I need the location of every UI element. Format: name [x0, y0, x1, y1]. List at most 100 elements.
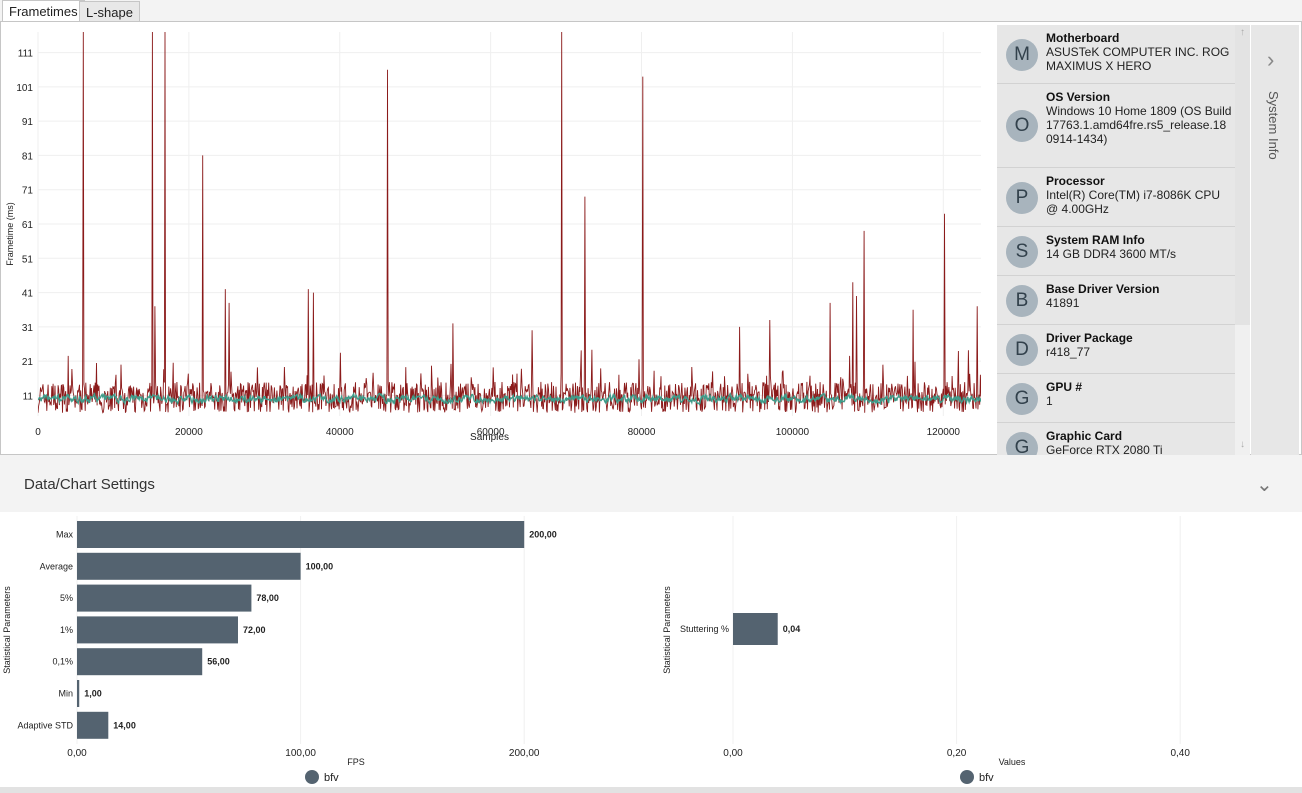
- system-info-value: 14 GB DDR4 3600 MT/s: [1046, 247, 1177, 261]
- y-tick-label: 101: [16, 83, 33, 94]
- avatar: B: [1006, 285, 1038, 317]
- y-axis-label: Statistical Parameters: [2, 586, 12, 674]
- system-info-list: M Motherboard ASUSTeK COMPUTER INC. ROG MA…: [997, 25, 1235, 455]
- system-info-title: System RAM Info: [1046, 233, 1145, 247]
- category-label: Average: [40, 561, 73, 571]
- settings-title: Data/Chart Settings: [24, 476, 155, 493]
- bottom-strip: [0, 787, 1302, 793]
- stat-bar: [77, 711, 109, 739]
- system-info-title: Processor: [1046, 174, 1105, 188]
- x-tick-label: 200,00: [509, 748, 540, 759]
- y-axis-label: Frametime (ms): [5, 202, 15, 266]
- category-label: Stuttering %: [680, 624, 729, 634]
- legend-marker[interactable]: [305, 770, 319, 784]
- avatar: O: [1006, 110, 1038, 142]
- y-tick-label: 91: [22, 117, 34, 128]
- x-tick-label: 20000: [175, 427, 203, 438]
- avatar: G: [1006, 383, 1038, 415]
- x-axis-label: Samples: [470, 432, 509, 443]
- legend-label[interactable]: bfv: [324, 772, 339, 784]
- y-tick-label: 21: [22, 357, 34, 368]
- system-info-value: 1: [1046, 394, 1053, 408]
- frametime-chart: 0 20000 40000 60000 80000 100000 120000 11 21 31 4…: [5, 32, 981, 443]
- x-axis-label: Values: [999, 757, 1026, 767]
- y-tick-label: 111: [18, 49, 34, 60]
- x-tick-label: 0,00: [67, 748, 87, 759]
- x-tick-label: 0: [35, 427, 41, 438]
- tab-frametimes[interactable]: Frametimes: [2, 0, 85, 22]
- stat-bar: [733, 613, 778, 645]
- system-info-item: D Driver Package r418_77: [997, 325, 1235, 374]
- category-label: 5%: [60, 593, 73, 603]
- bar-value-label: 100,00: [306, 561, 334, 571]
- x-tick-label: 100000: [776, 427, 810, 438]
- y-axis-label: Statistical Parameters: [662, 586, 672, 674]
- chevron-down-icon[interactable]: ⌄: [1256, 474, 1273, 496]
- moving-average-line: [38, 391, 981, 406]
- legend-label[interactable]: bfv: [979, 772, 994, 784]
- stat-bar: [77, 616, 238, 644]
- x-tick-label: 0,40: [1170, 748, 1190, 759]
- system-info-title: Driver Package: [1046, 331, 1133, 345]
- system-info-value: r418_77: [1046, 345, 1091, 359]
- frametime-series-line: [38, 32, 981, 414]
- system-info-value: Windows 10 Home 1809 (OS Build 17763.1.a…: [1046, 104, 1232, 146]
- system-info-item: G GPU #1: [997, 374, 1235, 423]
- statistics-panel: 0,00 100,00 200,00 Max 200,00 Average 100,00 5%…: [0, 512, 1302, 787]
- tab-l-shape[interactable]: L-shape: [79, 1, 140, 22]
- category-label: Adaptive STD: [17, 720, 73, 730]
- y-tick-label: 61: [22, 220, 34, 231]
- system-info-title: Base Driver Version: [1046, 282, 1160, 296]
- scrollbar-thumb[interactable]: [1235, 25, 1250, 325]
- avatar: M: [1006, 39, 1038, 71]
- system-info-item: B Base Driver Version 41891: [997, 276, 1235, 325]
- stat-bar: [77, 552, 301, 580]
- category-label: Max: [56, 530, 74, 540]
- y-tick-label: 51: [22, 254, 34, 265]
- avatar: D: [1006, 334, 1038, 366]
- system-info-item: O OS Version Windows 10 Home 1809 (OS Buil…: [997, 84, 1235, 168]
- avatar: G: [1006, 432, 1038, 455]
- system-info-item: P Processor Intel(R) Core(TM) i7-8086K CPU…: [997, 168, 1235, 227]
- system-info-item: S System RAM Info 14 GB DDR4 3600 MT/s: [997, 227, 1235, 276]
- y-tick-label: 41: [22, 289, 34, 300]
- legend-marker[interactable]: [960, 770, 974, 784]
- chevron-right-icon[interactable]: ›: [1267, 47, 1275, 72]
- bar-value-label: 1,00: [84, 689, 102, 699]
- avatar: P: [1006, 182, 1038, 214]
- system-info-side-panel[interactable]: › System Info: [1251, 25, 1299, 455]
- system-info-scrollbar[interactable]: ↑ ↓: [1235, 25, 1250, 455]
- y-tick-label: 81: [22, 151, 34, 162]
- y-tick-label: 11: [23, 391, 34, 402]
- x-tick-label: 80000: [628, 427, 656, 438]
- statistics-charts: 0,00 100,00 200,00 Max 200,00 Average 100,00 5%…: [2, 516, 1190, 784]
- system-info-item: M Motherboard ASUSTeK COMPUTER INC. ROG MA…: [997, 25, 1235, 84]
- bar-value-label: 0,04: [783, 624, 801, 634]
- category-label: 0,1%: [52, 657, 73, 667]
- system-info-value: Intel(R) Core(TM) i7-8086K CPU @ 4.00GHz: [1046, 188, 1221, 216]
- system-info-title: OS Version: [1046, 90, 1111, 104]
- system-info-value: GeForce RTX 2080 Ti: [1046, 443, 1163, 455]
- system-info-side-label[interactable]: System Info: [1266, 91, 1281, 160]
- x-tick-label: 120000: [927, 427, 961, 438]
- system-info-value: ASUSTeK COMPUTER INC. ROG MAXIMUS X HERO: [1046, 45, 1230, 73]
- data-chart-settings-header[interactable]: Data/Chart Settings ⌄: [0, 461, 1302, 508]
- scroll-up-icon[interactable]: ↑: [1240, 27, 1245, 38]
- x-tick-label: 0,00: [723, 748, 743, 759]
- category-label: Min: [58, 689, 73, 699]
- scroll-down-icon[interactable]: ↓: [1240, 439, 1245, 450]
- bar-value-label: 200,00: [529, 530, 557, 540]
- system-info-value: 41891: [1046, 296, 1080, 310]
- x-axis-label: FPS: [347, 757, 365, 767]
- x-tick-label: 60000: [477, 427, 505, 438]
- y-tick-label: 31: [22, 323, 34, 334]
- category-label: 1%: [60, 625, 73, 635]
- y-tick-label: 71: [22, 186, 34, 197]
- stat-bar: [77, 680, 80, 707]
- tab-bar: Frametimes L-shape: [0, 0, 1302, 22]
- avatar: S: [1006, 236, 1038, 268]
- stat-bar: [77, 521, 525, 548]
- system-info-item: G Graphic Card GeForce RTX 2080 Ti: [997, 423, 1235, 455]
- bar-value-label: 56,00: [207, 657, 230, 667]
- bar-value-label: 72,00: [243, 625, 266, 635]
